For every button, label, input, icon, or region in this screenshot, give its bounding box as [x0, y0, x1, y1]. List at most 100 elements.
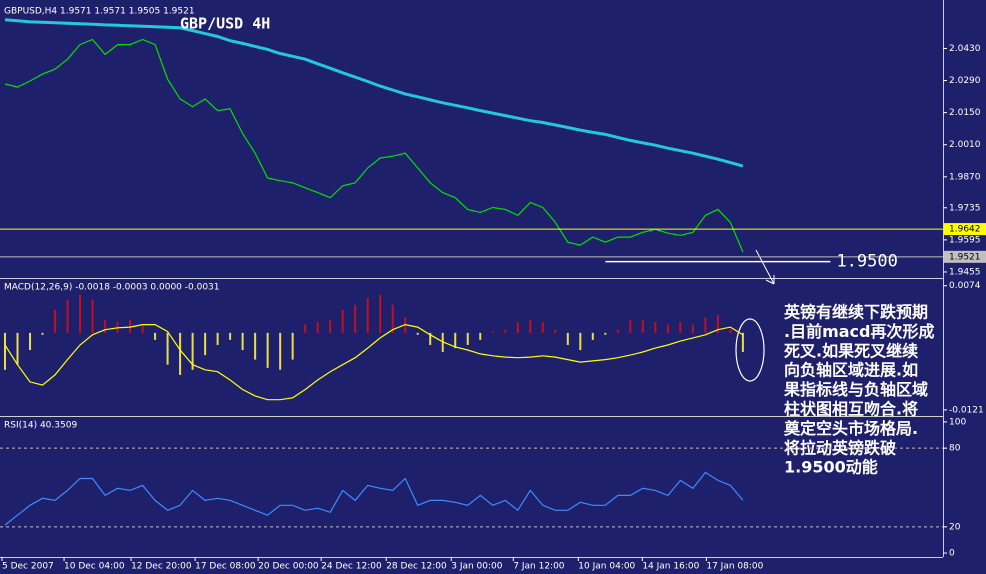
histogram-bar	[379, 294, 382, 333]
x-tick-label: 17 Dec 08:00	[195, 562, 256, 572]
histogram-bar	[329, 320, 332, 333]
histogram-bar	[254, 332, 257, 360]
panel-header: RSI(14) 40.3509	[4, 421, 77, 431]
histogram-bar	[566, 332, 569, 345]
histogram-bar	[654, 322, 657, 333]
histogram-bar	[229, 332, 232, 340]
y-tick-label: 100	[949, 417, 966, 427]
histogram-bar	[704, 317, 707, 333]
histogram-bar	[516, 322, 519, 333]
histogram-bar	[179, 332, 182, 375]
y-tick-label: 2.0430	[949, 44, 981, 54]
histogram-bar	[54, 309, 57, 333]
histogram-bar	[679, 322, 682, 333]
y-tick-label: 1.9735	[949, 203, 981, 213]
annotation-line: .目前macd再次形成	[784, 322, 935, 341]
price-label-box	[944, 223, 986, 236]
price-label: 1.9521	[949, 252, 981, 262]
histogram-bar	[29, 332, 32, 351]
histogram-bar	[504, 329, 507, 333]
annotation-line: 果指标线与负轴区域	[783, 380, 928, 399]
histogram-bar	[141, 324, 144, 333]
histogram-bar	[166, 332, 169, 365]
histogram-bar	[266, 332, 269, 368]
histogram-bar	[216, 332, 219, 345]
y-tick-label: -0.0121	[949, 405, 984, 415]
x-tick-label: 28 Dec 12:00	[386, 562, 447, 572]
y-tick-label: 1.9870	[949, 172, 981, 182]
histogram-bar	[129, 320, 132, 333]
highlight-ellipse	[735, 318, 765, 382]
arrow	[755, 249, 775, 285]
histogram-bar	[666, 324, 669, 333]
histogram-bar	[204, 332, 207, 356]
histogram-bar	[729, 329, 732, 333]
histogram-bar	[316, 322, 319, 333]
price-label: 1.9642	[949, 225, 981, 235]
x-tick-label: 12 Dec 20:00	[131, 562, 192, 572]
histogram-bar	[341, 309, 344, 333]
histogram-bar	[691, 324, 694, 333]
x-tick-label: 24 Dec 12:00	[321, 562, 382, 572]
histogram-bar	[491, 331, 494, 333]
x-tick-label: 10 Jan 04:00	[578, 562, 635, 572]
histogram-bar	[616, 329, 619, 333]
y-tick-label: 2.0290	[949, 76, 981, 86]
histogram-bar	[279, 332, 282, 370]
x-tick-label: 20 Dec 00:00	[258, 562, 319, 572]
histogram-bar	[79, 294, 82, 333]
histogram-bar	[304, 324, 307, 333]
histogram-bar	[91, 299, 94, 333]
histogram-bar	[741, 332, 744, 352]
histogram-bar	[541, 322, 544, 333]
annotation-line: 英镑有继续下跌预期	[783, 303, 928, 322]
histogram-bar	[41, 332, 44, 335]
panel-header: GBPUSD,H4 1.9571 1.9571 1.9505 1.9521	[4, 7, 195, 17]
chart-title: GBP/USD 4H	[180, 15, 270, 33]
histogram-bar	[716, 315, 719, 333]
y-tick-label: 80	[949, 444, 961, 454]
annotation-line: 1.9500动能	[784, 458, 878, 477]
x-tick-label: 17 Jan 08:00	[706, 562, 763, 572]
x-tick-label: 14 Jan 16:00	[642, 562, 699, 572]
histogram-bar	[104, 320, 107, 333]
annotation-line: 死叉.如果死叉继续	[784, 341, 918, 360]
histogram-bar	[241, 332, 244, 351]
histogram-bar	[366, 297, 369, 333]
series-line	[4, 18, 744, 168]
x-tick-label: 7 Jan 12:00	[513, 562, 565, 572]
histogram-bar	[4, 332, 7, 370]
histogram-bar	[429, 332, 432, 345]
x-tick-label: 10 Dec 04:00	[64, 562, 125, 572]
series-line	[4, 323, 744, 401]
histogram-bar	[391, 304, 394, 333]
x-tick-label: 3 Jan 00:00	[451, 562, 503, 572]
panel-header: MACD(12,26,9) -0.0018 -0.0003 0.0000 -0.…	[4, 283, 220, 293]
histogram-bar	[66, 299, 69, 333]
histogram-bar	[454, 332, 457, 349]
series-line	[4, 38, 744, 253]
y-tick-label: 1.9595	[949, 235, 981, 245]
annotation-line: 向负轴区域进展.如	[784, 361, 918, 380]
y-tick-label: 2.0010	[949, 140, 981, 150]
x-tick-label: 5 Dec 2007	[2, 562, 54, 572]
price-label-box	[944, 250, 986, 263]
histogram-bar	[354, 304, 357, 333]
histogram-bar	[416, 332, 419, 335]
annotation-line: 柱状图相互吻合.将	[784, 400, 918, 419]
histogram-bar	[604, 332, 607, 335]
y-tick-label: 20	[949, 522, 961, 532]
support-label: 1.9500	[836, 252, 897, 272]
y-tick-label: 0.0074	[949, 281, 981, 291]
y-tick-label: 0	[949, 549, 955, 559]
histogram-bar	[191, 332, 194, 370]
annotation-line: 奠定空头市场格局.	[783, 419, 918, 438]
histogram-bar	[529, 320, 532, 333]
histogram-bar	[591, 332, 594, 340]
series-line	[4, 471, 744, 526]
histogram-bar	[466, 332, 469, 345]
histogram-bar	[291, 332, 294, 360]
